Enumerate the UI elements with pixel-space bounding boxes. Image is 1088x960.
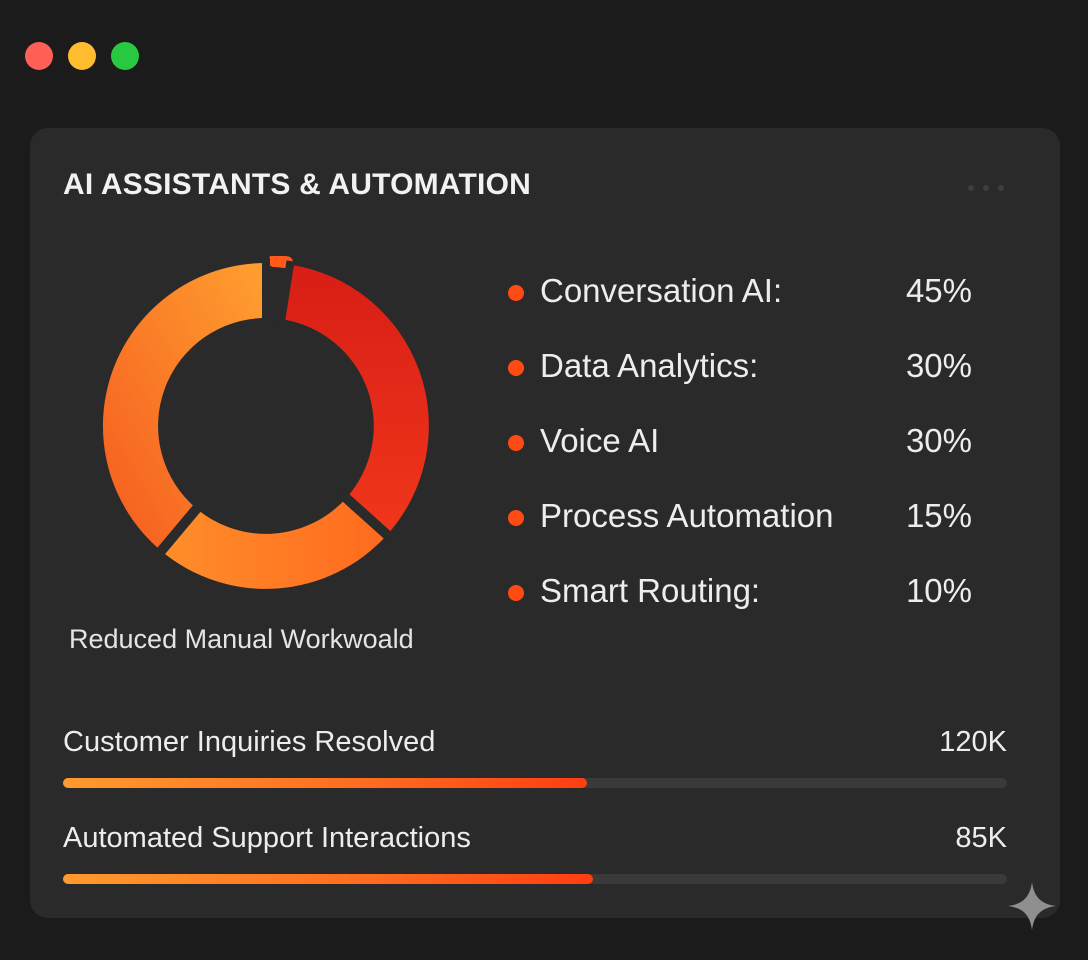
donut-segment-red (281, 264, 429, 535)
metric-label: Automated Support Interactions (63, 822, 471, 854)
donut-gap-cut-left (154, 502, 203, 558)
metric-value: 85K (955, 822, 1007, 854)
legend-label: Data Analytics: (540, 347, 759, 384)
donut-segment-left (102, 263, 266, 551)
metric-value: 120K (939, 726, 1007, 758)
more-dot (983, 185, 989, 191)
more-dot (998, 185, 1004, 191)
legend-value: 30% (905, 422, 972, 459)
more-dot (968, 185, 974, 191)
progress-track (63, 778, 1007, 788)
legend-bullet (508, 585, 524, 601)
legend-item: Smart Routing: 10% (508, 570, 972, 645)
legend-value: 10% (905, 572, 972, 609)
donut-caption: Reduced Manual Workwoald (69, 624, 414, 654)
legend-label: Voice AI (540, 422, 660, 459)
legend-bullet (508, 435, 524, 451)
legend-bullet (508, 285, 524, 301)
legend-value: 45% (905, 272, 972, 309)
legend-bullet (508, 360, 524, 376)
metric-customer-inquiries: Customer Inquiries Resolved 120K (63, 726, 1007, 788)
metric-label: Customer Inquiries Resolved (63, 726, 436, 758)
more-options-icon[interactable] (968, 178, 1004, 198)
ai-automation-card: AI ASSISTANTS & AUTOMATION (30, 128, 1060, 918)
legend: Conversation AI: 45% Data Analytics: 30%… (508, 270, 972, 645)
metric-automated-support: Automated Support Interactions 85K (63, 822, 1007, 884)
donut-chart (102, 256, 429, 589)
legend-item: Process Automation 15% (508, 495, 972, 570)
donut-gap-cut-red (276, 260, 295, 326)
donut-small-arc (268, 256, 293, 269)
legend-item: Data Analytics: 30% (508, 345, 972, 420)
sparkle-icon (1008, 882, 1056, 930)
legend-value: 30% (905, 347, 972, 384)
progress-fill (63, 778, 587, 788)
legend-label: Conversation AI: (540, 272, 783, 309)
legend-label: Process Automation (540, 497, 834, 534)
window-controls (25, 42, 139, 70)
legend-label: Smart Routing: (540, 572, 761, 609)
legend-value: 15% (905, 497, 972, 534)
close-window-button[interactable] (25, 42, 53, 70)
legend-item: Voice AI 30% (508, 420, 972, 495)
progress-track (63, 874, 1007, 884)
progress-fill (63, 874, 593, 884)
minimize-window-button[interactable] (68, 42, 96, 70)
legend-item: Conversation AI: 45% (508, 270, 972, 345)
legend-bullet (508, 510, 524, 526)
maximize-window-button[interactable] (111, 42, 139, 70)
donut-segment-bottom (161, 498, 388, 589)
card-title: AI ASSISTANTS & AUTOMATION (63, 168, 531, 201)
donut-gap-cut-right (340, 491, 394, 542)
